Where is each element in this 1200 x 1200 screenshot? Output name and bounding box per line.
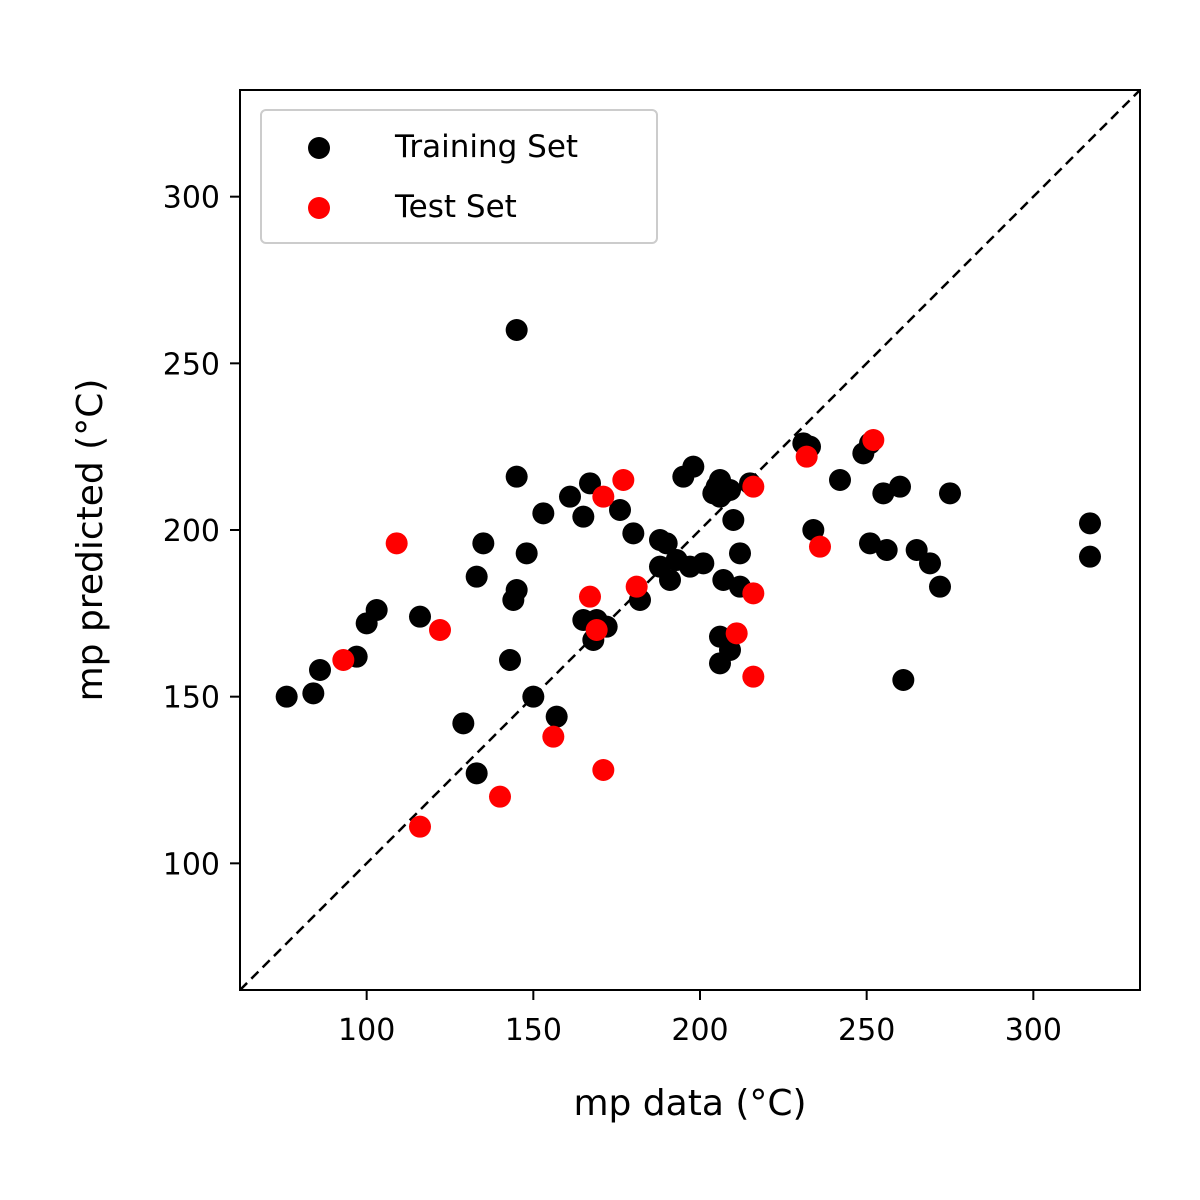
plot-frame (239, 89, 1141, 991)
y-tick-label: 100 (163, 847, 220, 882)
training-set-point (659, 569, 681, 591)
y-tick-label: 150 (163, 681, 220, 716)
training-set-point (719, 479, 741, 501)
training-set-point (452, 712, 475, 735)
test-set-point (579, 585, 601, 608)
training-set-point (829, 469, 851, 491)
training-set-point (505, 319, 528, 341)
training-set-point (655, 532, 678, 555)
legend: Training Set Test Set (260, 109, 658, 244)
test-set-point (385, 532, 408, 555)
training-set-point (579, 472, 601, 495)
y-tick-label: 300 (163, 181, 220, 216)
training-set-point (609, 499, 631, 521)
training-set-point (309, 659, 331, 681)
test-set-point (489, 785, 511, 808)
test-set-point (585, 619, 608, 641)
training-set-point (692, 552, 715, 575)
test-set-point (725, 622, 748, 645)
x-tick-label: 150 (505, 1013, 562, 1048)
test-set-point (332, 649, 355, 671)
test-set-point (542, 725, 565, 748)
x-tick-label: 100 (338, 1013, 395, 1048)
training-set-point (409, 605, 431, 628)
x-axis-label: mp data (°C) (573, 1083, 806, 1124)
training-set-point (929, 575, 951, 598)
training-set-point (859, 532, 881, 555)
identity-reference-line-layer (239, 89, 1141, 991)
training-set-point (505, 579, 528, 601)
legend-label-training-set: Training Set (394, 129, 578, 165)
legend-marker-training-set (308, 137, 330, 159)
training-set-point (919, 552, 941, 575)
y-tick-label: 200 (163, 514, 220, 549)
test-set-point (592, 485, 615, 508)
training-set-point (802, 519, 825, 541)
training-set-point (872, 482, 895, 505)
x-axis-ticks: 100 150 200 250 300 (338, 990, 1062, 1048)
training-set-point (465, 762, 488, 785)
y-tick-label: 250 (163, 347, 220, 382)
test-set-point (612, 469, 635, 491)
training-set-point (515, 542, 538, 565)
training-set-point (892, 669, 915, 691)
training-set-point (522, 685, 545, 708)
x-tick-label: 300 (1005, 1013, 1062, 1048)
test-set-point (625, 575, 648, 598)
training-set-point (729, 542, 751, 565)
x-tick-label: 250 (838, 1013, 895, 1048)
training-set-point (472, 532, 495, 555)
training-set-point (465, 565, 488, 588)
training-set-point (622, 522, 645, 545)
test-set-point (809, 535, 831, 558)
legend-marker-test-set (308, 197, 330, 219)
training-set-point (712, 569, 735, 591)
x-tick-label: 200 (671, 1013, 728, 1048)
data-points-layer (275, 319, 1101, 838)
training-set-point (505, 465, 528, 488)
training-set-point (905, 539, 928, 561)
training-set-point (719, 639, 741, 661)
training-set-point (1079, 512, 1101, 535)
training-set-point (532, 502, 555, 525)
training-set-point (275, 685, 298, 708)
training-set-point (1079, 545, 1101, 568)
test-set-point (592, 759, 615, 781)
training-set-point (889, 475, 911, 498)
training-set-point (365, 599, 388, 621)
legend-label-test-set: Test Set (394, 189, 517, 225)
test-set-point (742, 582, 765, 605)
test-set-point (429, 619, 451, 641)
training-set-point (559, 485, 581, 508)
training-set-point (939, 482, 961, 505)
test-set-point (742, 665, 765, 688)
training-set-point (302, 682, 325, 705)
identity-reference-line (239, 89, 1141, 991)
y-axis-label: mp predicted (°C) (70, 379, 111, 702)
y-axis-ticks: 100 150 200 250 300 (163, 181, 240, 882)
test-set-point (409, 815, 431, 838)
training-set-point (499, 649, 521, 671)
training-set-point (682, 455, 705, 478)
training-set-point (875, 539, 898, 561)
training-set-point (545, 705, 568, 728)
test-set-point (795, 445, 818, 468)
test-set-point (742, 475, 765, 498)
legend-box (260, 109, 658, 244)
training-set-point (572, 505, 595, 528)
training-set-point (722, 509, 745, 531)
test-set-point (862, 429, 885, 451)
